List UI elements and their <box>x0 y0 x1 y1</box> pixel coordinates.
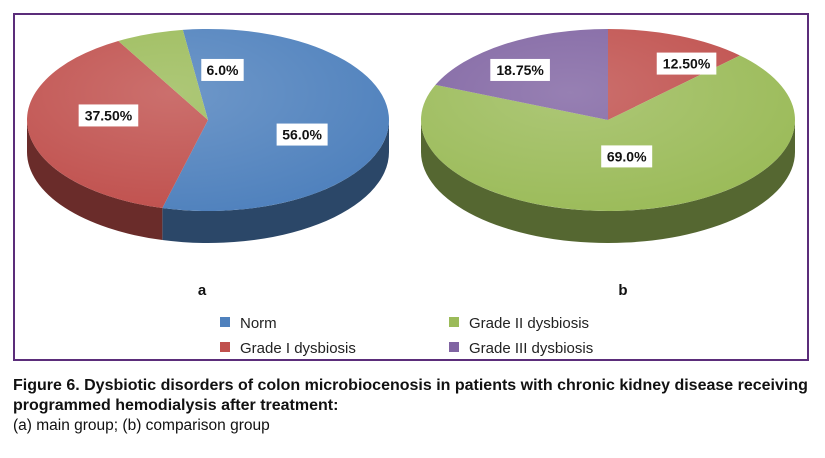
value-label-text: 37.50% <box>85 107 133 123</box>
legend-item-grade-ii: Grade II dysbiosis <box>449 315 589 332</box>
legend-label-grade-i: Grade I dysbiosis <box>240 340 356 357</box>
pie-highlight <box>421 29 795 211</box>
legend-swatch-grade-iii <box>449 342 459 352</box>
value-label-text: 6.0% <box>207 62 239 78</box>
value-label-grade-ii-dysbiosis: 69.0% <box>601 145 653 168</box>
value-label-box <box>276 123 328 146</box>
legend-label-grade-ii: Grade II dysbiosis <box>469 315 590 332</box>
pie-chart-b: 12.50% 69.0% 18.75% <box>421 29 796 243</box>
value-label-box <box>490 58 550 81</box>
figure-caption-title: Figure 6. Dysbiotic disorders of colon m… <box>13 377 808 414</box>
pie-label-b: b <box>618 282 628 299</box>
pie-highlight <box>27 29 389 211</box>
value-label-box <box>656 52 717 75</box>
pie-sides <box>26 120 389 244</box>
value-label-text: 56.0% <box>282 127 322 143</box>
legend-swatch-grade-i <box>220 342 230 352</box>
legend-label-grade-iii: Grade III dysbiosis <box>469 340 594 357</box>
value-label-box <box>601 145 653 168</box>
value-label-text: 69.0% <box>607 148 647 164</box>
value-label-text: 12.50% <box>663 56 711 72</box>
legend-swatch-norm <box>220 317 230 327</box>
value-label-box <box>78 104 139 127</box>
pie-side-grade-ii-dysbiosis <box>421 120 795 243</box>
figure-caption: Figure 6. Dysbiotic disorders of colon m… <box>13 376 813 436</box>
value-label-box <box>201 58 244 81</box>
legend-item-grade-i: Grade I dysbiosis <box>220 340 356 357</box>
pie-label-a: a <box>197 282 207 299</box>
legend-item-norm: Norm <box>220 315 277 332</box>
value-label-text: 18.75% <box>496 62 544 78</box>
value-label-grade-iii-dysbiosis: 18.75% <box>490 58 550 81</box>
value-label-grade-i-dysbiosis: 12.50% <box>656 52 717 75</box>
pie-side-grade-i-dysbiosis <box>26 120 163 241</box>
legend-item-grade-iii: Grade III dysbiosis <box>449 340 593 357</box>
value-label-grade-ii-dysbiosis: 6.0% <box>201 58 244 81</box>
legend-label-norm: Norm <box>240 315 277 332</box>
value-label-grade-i-dysbiosis: 37.50% <box>78 104 139 127</box>
pie-sides <box>421 120 795 243</box>
value-label-norm: 56.0% <box>276 123 328 146</box>
chart-frame: 56.0% 37.50% 6.0% 12.50% 69.0% 18.75% a b No… <box>13 13 809 361</box>
figure-caption-subtitle: (a) main group; (b) comparison group <box>13 417 270 434</box>
pie-side-norm <box>162 120 389 244</box>
pie-chart-a: 56.0% 37.50% 6.0% <box>26 29 389 244</box>
legend-swatch-grade-ii <box>449 317 459 327</box>
pie-charts: 56.0% 37.50% 6.0% 12.50% 69.0% 18.75% <box>26 29 796 244</box>
